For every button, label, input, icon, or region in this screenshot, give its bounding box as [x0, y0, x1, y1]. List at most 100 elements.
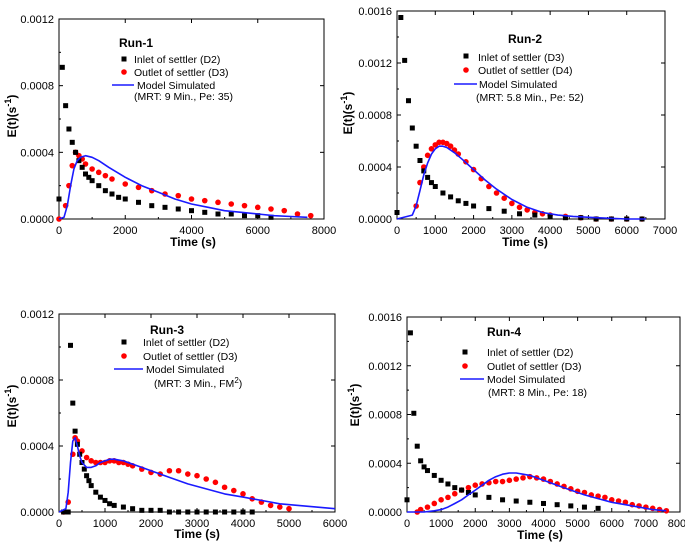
y-axis-title-exponent: -1 — [346, 388, 356, 396]
x-tick-label: 5000 — [277, 518, 301, 530]
panel-run-1: Run-1 Time (s) E(t)(s-1) Inlet of settle… — [3, 36, 233, 249]
plot-area-run-2: 0 1000 2000 3000 4000 5000 6000 7000 0.0000 0.000… — [358, 6, 677, 237]
inlet-point — [212, 509, 218, 515]
legend-symbol-inlet — [462, 349, 468, 355]
inlet-point — [111, 502, 117, 508]
inlet-point — [421, 168, 427, 174]
inlet-point — [189, 208, 194, 214]
inlet-point — [418, 458, 424, 464]
outlet-point — [602, 494, 608, 501]
outlet-point — [69, 162, 76, 169]
inlet-point — [157, 507, 163, 513]
legend-model-note-sup: 2 — [234, 376, 239, 385]
inlet-point — [472, 492, 478, 498]
outlet-point — [513, 476, 519, 482]
inlet-point — [130, 506, 136, 512]
panel-title: Run-2 — [508, 32, 542, 46]
outlet-point — [451, 490, 458, 497]
x-tick-label: 7000 — [653, 225, 677, 237]
y-tick-label: 0.0000 — [358, 214, 392, 226]
outlet-point — [185, 471, 191, 477]
outlet-point — [445, 494, 451, 501]
inlet-point — [541, 500, 546, 506]
inlet-point — [68, 342, 73, 348]
x-tick-label: 6000 — [600, 518, 624, 530]
y-axis-title-close: ) — [5, 385, 19, 389]
panel-title: Run-1 — [119, 36, 153, 50]
inlet-point — [76, 158, 82, 164]
outlet-point — [88, 458, 94, 464]
inlet-point — [394, 210, 400, 215]
outlet-point — [240, 491, 246, 497]
inlet-point — [532, 212, 538, 218]
outlet-point — [135, 184, 142, 191]
y-tick-label: 0.0000 — [20, 214, 54, 226]
outlet-point — [277, 504, 283, 510]
y-tick-label: 0.0008 — [20, 81, 54, 93]
outlet-point — [424, 504, 431, 510]
y-axis-title-close: ) — [348, 384, 362, 388]
inlet-point — [93, 489, 99, 495]
legend-model-note: (MRT: 3 Min., FM2) — [154, 376, 242, 391]
inlet-point — [63, 103, 69, 109]
inlet-point — [448, 194, 454, 200]
x-tick-label: 6000 — [323, 518, 347, 530]
inlet-point — [455, 198, 461, 204]
inlet-point — [417, 158, 423, 163]
panel-run-4: Run-4 Time (s) E(t)(s-1) Inlet of settle… — [346, 325, 587, 542]
inlet-point — [407, 330, 413, 336]
inlet-point — [81, 466, 87, 472]
x-tick-label: 3000 — [500, 225, 524, 237]
inlet-point — [425, 174, 431, 180]
outlet-point — [281, 207, 288, 214]
y-tick-label: 0.0016 — [358, 6, 392, 18]
inlet-point — [122, 196, 128, 202]
outlet-point — [424, 152, 431, 159]
inlet-point — [69, 139, 75, 145]
x-tick-label: 0 — [56, 225, 62, 237]
legend-label-outlet: Outlet of settler (D4) — [478, 65, 573, 77]
inlet-point — [203, 509, 209, 515]
inlet-point — [445, 481, 451, 487]
y-tick-label: 0.0012 — [20, 309, 54, 321]
outlet-point — [122, 181, 129, 187]
y-axis-title-main: E(t)(s — [341, 103, 355, 134]
outlet-point — [267, 502, 274, 509]
x-tick-label: 3000 — [497, 518, 521, 530]
outlet-point — [194, 472, 200, 479]
y-tick-label: 0.0004 — [20, 441, 54, 453]
x-axis-title: Time (s) — [170, 235, 216, 249]
model-simulated-line — [407, 472, 667, 513]
y-axis-title-close: ) — [341, 92, 355, 96]
x-tick-label: 6000 — [614, 225, 638, 237]
inlet-point — [578, 215, 584, 221]
inlet-point — [79, 164, 85, 170]
inlet-point — [424, 468, 430, 474]
y-axis-title-exponent: -1 — [3, 99, 13, 107]
inlet-point — [148, 507, 154, 513]
outlet-point — [663, 507, 670, 514]
legend-label-outlet: Outlet of settler (D3) — [143, 351, 238, 363]
y-axis-title-exponent: -1 — [339, 96, 349, 104]
y-axis-title-close: ) — [5, 95, 19, 99]
inlet-point — [411, 410, 417, 416]
inlet-point — [513, 498, 519, 504]
inlet-point — [404, 497, 410, 503]
legend-label-inlet: Inlet of settler (D2) — [143, 337, 229, 349]
inlet-point — [409, 125, 415, 131]
inlet-point — [202, 209, 208, 215]
legend: Inlet of settler (D2) Outlet of settler … — [114, 337, 242, 390]
y-tick-label: 0.0000 — [368, 507, 402, 519]
x-axis-title: Time (s) — [174, 527, 220, 541]
outlet-point — [83, 454, 90, 461]
x-tick-label: 2000 — [463, 518, 487, 530]
inlet-point — [547, 213, 553, 219]
outlet-point — [212, 479, 219, 486]
x-tick-label: 1000 — [429, 518, 453, 530]
legend-symbol-outlet — [121, 353, 127, 359]
outlet-point — [268, 206, 274, 212]
x-axis-title: Time (s) — [502, 235, 548, 249]
legend-label-outlet: Outlet of settler (D3) — [487, 361, 582, 373]
inlet-point — [249, 509, 255, 515]
outlet-point — [428, 146, 435, 152]
